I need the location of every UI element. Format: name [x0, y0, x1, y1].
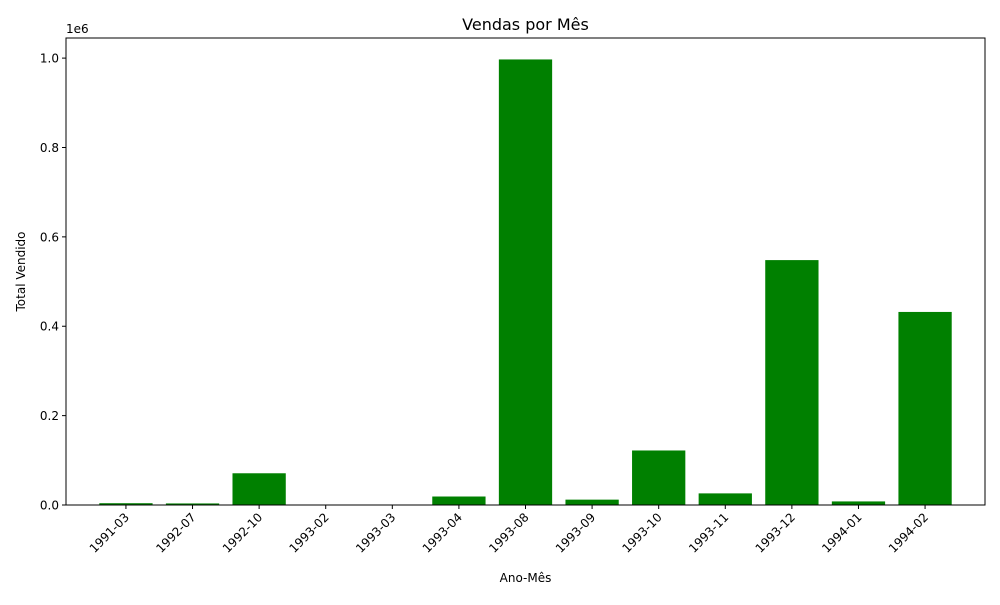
x-tick-label: 1992-07	[153, 510, 198, 555]
chart-title: Vendas por Mês	[462, 15, 589, 34]
x-tick-label: 1993-03	[353, 510, 398, 555]
y-tick-label: 0.6	[40, 230, 59, 244]
y-axis-label: Total Vendido	[14, 231, 28, 312]
bar-1993-12	[765, 260, 818, 505]
bar-1993-10	[632, 450, 685, 505]
bar-1994-01	[832, 501, 885, 505]
x-tick-label: 1992-10	[220, 510, 265, 555]
bar-1993-09	[565, 500, 618, 505]
x-axis-ticks: 1991-03 1992-07 1992-10 1993-02 1993-03 1993-…	[87, 505, 931, 556]
y-tick-label: 1.0	[40, 52, 59, 66]
x-axis-label: Ano-Mês	[500, 571, 552, 585]
y-tick-label: 0.8	[40, 141, 59, 155]
x-tick-label: 1994-01	[819, 510, 864, 555]
y-tick-label: 0.2	[40, 409, 59, 423]
bar-1993-11	[699, 493, 752, 505]
bar-1992-10	[232, 473, 285, 505]
x-tick-label: 1993-09	[553, 510, 598, 555]
x-tick-label: 1993-08	[486, 510, 531, 555]
x-tick-label: 1993-02	[286, 510, 331, 555]
x-tick-label: 1991-03	[87, 510, 132, 555]
y-axis-offset-label: 1e6	[66, 22, 89, 36]
x-tick-label: 1993-04	[420, 510, 465, 555]
bars-layer	[99, 59, 951, 505]
bar-1993-08	[499, 59, 552, 505]
y-tick-label: 0.4	[40, 320, 59, 334]
y-axis-ticks: 0.0 0.2 0.4 0.6 0.8 1.0	[40, 52, 66, 513]
x-tick-label: 1993-11	[686, 510, 731, 555]
bar-1993-04	[432, 497, 485, 505]
bar-1994-02	[898, 312, 951, 505]
x-tick-label: 1993-10	[619, 510, 664, 555]
x-tick-label: 1993-12	[753, 510, 798, 555]
y-tick-label: 0.0	[40, 499, 59, 513]
x-tick-label: 1994-02	[886, 510, 931, 555]
